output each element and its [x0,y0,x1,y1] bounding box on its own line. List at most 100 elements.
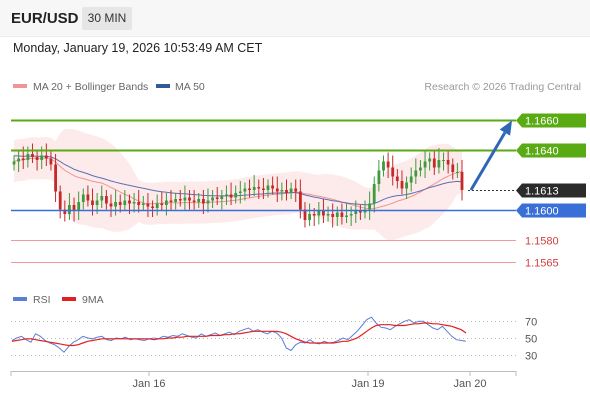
candle-body [188,197,191,201]
candle-body [12,161,16,165]
candle-body [68,205,71,214]
rsi-tick-label: 50 [525,334,537,346]
price-plot [12,128,464,241]
candle-body [215,197,219,199]
candle-body [202,199,205,204]
candle-body [446,160,450,165]
candle-body [349,214,353,216]
ma20-legend-label: MA 20 + Bollinger Bands [33,81,148,93]
ma20-legend-swatch [13,84,27,88]
current-price-label: 1.1613 [525,186,559,198]
candle-body [137,202,141,205]
candle-body [368,203,371,210]
candle-body [312,214,316,216]
ma50-line [13,155,463,206]
x-tick-label-jan16: Jan 16 [132,378,165,390]
candle-body [359,211,362,213]
candle-body [49,158,53,165]
candle-body [54,164,57,192]
candle-body [211,197,214,201]
candle-body [26,154,30,160]
candle-body [308,214,311,220]
current-price-tag [516,183,586,198]
candle-body [132,202,136,204]
candle-body [178,199,182,201]
candle-body [377,170,381,184]
candle-body [63,209,67,214]
candle-body [400,181,404,189]
candle-body [183,197,187,201]
datetime-label: Monday, January 19, 2026 10:53:49 AM CET [13,41,263,55]
rsi-plot: 70 50 30 [11,317,537,363]
rsi-tick-label: 30 [525,351,537,363]
rsi-legend-label: RSI [33,294,51,306]
candle-body [238,191,242,193]
candle-body [86,194,90,201]
candle-body [165,200,168,205]
candle-body [294,188,298,192]
rsi-ma-legend-swatch [62,297,76,301]
candle-body [95,200,99,205]
candle-body [160,203,164,205]
candle-body [372,184,376,204]
level-label-1.1565: 1.1565 [525,258,559,270]
candle-body [386,161,390,168]
candle-body [414,170,418,177]
key-levels: 1.1660 1.1640 1.1600 1.1580 1.1565 1.1613 [11,113,586,270]
ma20-line [13,157,463,210]
candle-body [206,200,210,204]
candle-body [128,200,131,204]
candle-body [442,160,445,161]
ma50-legend-swatch [156,84,170,88]
candle-body [382,161,385,171]
candle-body [317,211,321,216]
level-label-1.1660: 1.1660 [525,116,559,128]
rsi-tick-label: 70 [525,317,537,329]
bollinger-band [14,128,462,241]
candle-body [248,188,251,190]
candle-body [299,191,302,210]
candle-body [77,202,81,211]
candle-body [409,176,413,183]
candle-body [234,193,238,198]
x-tick-label-jan19: Jan 19 [351,378,384,390]
candle-body [197,199,201,202]
candle-body [243,188,247,192]
candle-body [331,214,335,217]
candle-body [21,158,25,160]
forecast-arrow-shaft [469,131,507,191]
timeframe-button[interactable]: 30 MIN [82,7,132,30]
candle-body [81,194,85,202]
candle-body [460,172,464,190]
level-tag-1.1640 [516,143,586,158]
candle-body [17,158,20,162]
candle-body [252,187,256,190]
candle-body [391,167,395,177]
candle-body [257,187,261,189]
candle-body [44,155,48,159]
level-tag-1.1660 [516,113,586,128]
candle-body [326,214,330,216]
candle-body [405,182,408,189]
candle-body [275,188,279,192]
candle-body [114,202,117,207]
candle-body [322,211,325,216]
candle-body [91,200,94,205]
candle-body [280,190,284,192]
candle-body [271,185,274,189]
candle-body [118,202,122,205]
x-tick-label-jan20: Jan 20 [453,378,486,390]
candle-body [419,167,422,171]
candle-body [289,188,293,193]
candle-body [229,194,233,198]
candle-body [109,203,113,207]
candle-body [285,190,288,193]
candle-body [225,194,228,196]
candle-body [146,203,150,207]
candle-body [423,161,427,168]
candle-body [151,206,154,208]
candle-body [123,200,127,205]
candle-body [105,196,108,204]
rsi-ma-legend-label: 9MA [82,294,104,306]
candle-body [451,164,455,172]
